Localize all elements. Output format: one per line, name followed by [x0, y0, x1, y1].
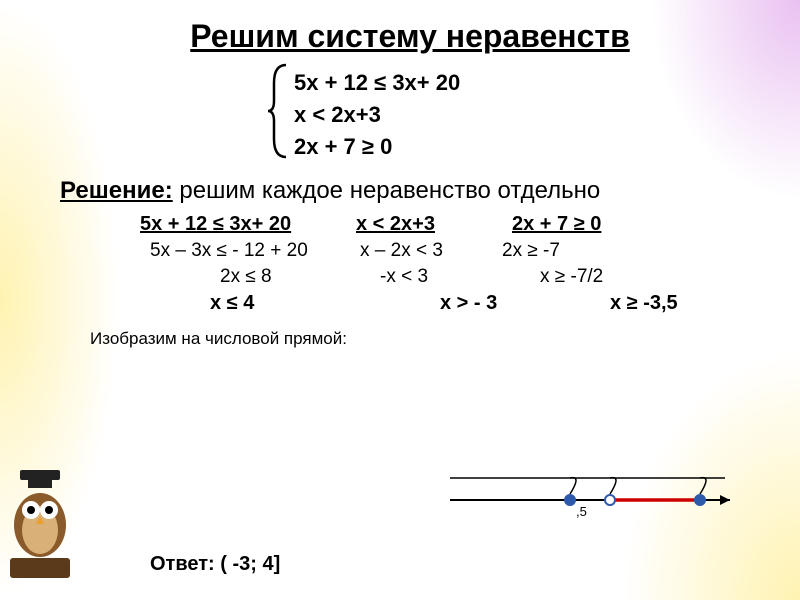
- system-block: 5х + 12 ≤ 3х+ 20 х < 2х+3 2х + 7 ≥ 0: [290, 67, 760, 163]
- numline-label: Изобразим на числовой прямой:: [90, 329, 760, 349]
- brace-icon: [268, 63, 290, 159]
- f-c3: х ≥ -3,5: [610, 292, 740, 315]
- number-line-diagram: ,5: [440, 440, 740, 520]
- head-c2: х < 2х+3: [356, 213, 466, 236]
- s2-c3: х ≥ -7/2: [540, 266, 670, 288]
- system-line-2: х < 2х+3: [290, 99, 760, 131]
- s1-c2: х – 2х < 3: [360, 240, 480, 262]
- step1-row: 5х – 3х ≤ - 12 + 20 х – 2х < 3 2х ≥ -7: [150, 240, 760, 262]
- s2-c2: -х < 3: [380, 266, 510, 288]
- svg-text:,5: ,5: [576, 504, 587, 519]
- solution-label: Решение:: [60, 177, 173, 204]
- solution-desc: решим каждое неравенство отдельно: [173, 177, 601, 204]
- s1-c3: 2х ≥ -7: [502, 240, 690, 262]
- f-c2: х > - 3: [440, 292, 550, 315]
- f-c1: х ≤ 4: [210, 292, 380, 315]
- owl-icon: [0, 470, 80, 580]
- final-row: х ≤ 4 х > - 3 х ≥ -3,5: [210, 292, 760, 315]
- solution-heading: Решение: решим каждое неравенство отдель…: [60, 177, 760, 205]
- system-line-1: 5х + 12 ≤ 3х+ 20: [290, 67, 760, 99]
- header-row: 5х + 12 ≤ 3х+ 20 х < 2х+3 2х + 7 ≥ 0: [140, 213, 760, 236]
- page-title: Решим систему неравенств: [60, 18, 760, 55]
- head-c3: 2х + 7 ≥ 0: [512, 213, 642, 236]
- s2-c1: 2х ≤ 8: [220, 266, 350, 288]
- answer-value: ( -3; 4]: [220, 553, 280, 575]
- answer: Ответ: ( -3; 4]: [150, 553, 280, 576]
- answer-label: Ответ:: [150, 553, 220, 575]
- s1-c1: 5х – 3х ≤ - 12 + 20: [150, 240, 338, 262]
- head-c1: 5х + 12 ≤ 3х+ 20: [140, 213, 310, 236]
- content: Решим систему неравенств 5х + 12 ≤ 3х+ 2…: [0, 0, 800, 349]
- step2-row: 2х ≤ 8 -х < 3 х ≥ -7/2: [220, 266, 760, 288]
- system-line-3: 2х + 7 ≥ 0: [290, 131, 760, 163]
